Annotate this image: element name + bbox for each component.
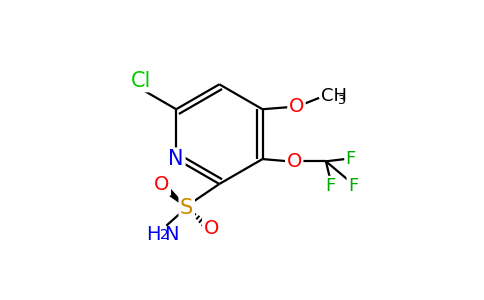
Text: 2: 2 <box>160 228 168 242</box>
Text: O: O <box>154 176 169 194</box>
Text: F: F <box>325 177 335 195</box>
Text: N: N <box>168 149 184 169</box>
Text: CH: CH <box>321 87 348 105</box>
Text: O: O <box>287 152 302 171</box>
Text: O: O <box>289 98 304 116</box>
Text: O: O <box>203 219 219 238</box>
Text: N: N <box>165 225 179 244</box>
Text: S: S <box>180 197 194 218</box>
Text: F: F <box>346 150 356 168</box>
Text: Cl: Cl <box>131 71 151 91</box>
Polygon shape <box>164 187 187 208</box>
Text: F: F <box>348 177 358 195</box>
Text: 3: 3 <box>337 94 345 107</box>
Text: H: H <box>147 225 161 244</box>
